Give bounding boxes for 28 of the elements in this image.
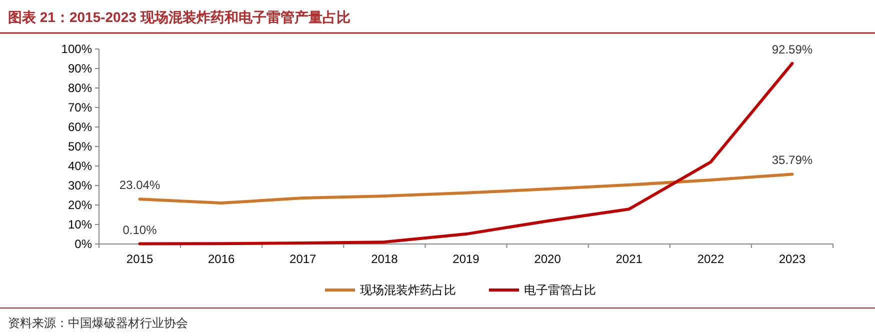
x-tick-label: 2019 bbox=[452, 252, 480, 266]
chart-title: 图表 21：2015-2023 现场混装炸药和电子雷管产量占比 bbox=[8, 9, 350, 25]
y-tick-label: 70% bbox=[68, 100, 92, 114]
x-tick-label: 2016 bbox=[208, 252, 236, 266]
x-tick-label: 2023 bbox=[778, 252, 806, 266]
y-tick-label: 50% bbox=[68, 140, 92, 154]
y-tick-label: 20% bbox=[68, 198, 92, 212]
x-tick-label: 2018 bbox=[371, 252, 398, 266]
annotation: 23.04% bbox=[119, 178, 160, 192]
x-tick-label: 2017 bbox=[290, 252, 317, 266]
legend-label: 电子雷管占比 bbox=[524, 283, 596, 297]
annotation: 0.10% bbox=[122, 222, 158, 237]
legend-label: 现场混装炸药占比 bbox=[360, 283, 456, 297]
y-tick-label: 80% bbox=[68, 81, 92, 95]
y-tick-label: 0% bbox=[74, 237, 92, 251]
x-tick-label: 2015 bbox=[126, 252, 154, 266]
x-tick-label: 2022 bbox=[697, 252, 724, 266]
annotation: 35.79% bbox=[772, 153, 813, 168]
x-tick-label: 2020 bbox=[534, 252, 562, 266]
y-tick-label: 60% bbox=[68, 120, 92, 134]
y-tick-label: 30% bbox=[68, 178, 92, 192]
y-tick-label: 100% bbox=[61, 42, 92, 56]
y-tick-label: 10% bbox=[68, 218, 92, 232]
y-tick-label: 90% bbox=[68, 62, 92, 76]
annotation: 92.59% bbox=[772, 42, 813, 56]
y-tick-label: 40% bbox=[68, 159, 92, 173]
text: 资料来源：中国爆破器材行业协会 bbox=[8, 316, 188, 330]
x-tick-label: 2021 bbox=[616, 252, 643, 266]
